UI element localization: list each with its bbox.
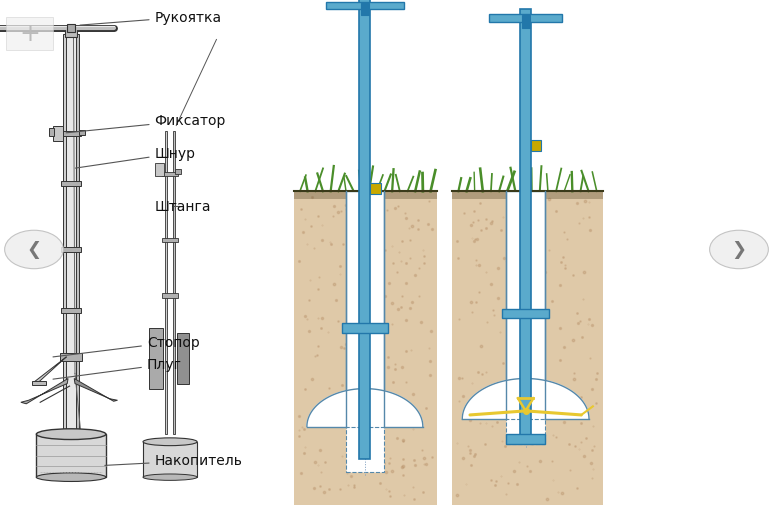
Bar [60, 353, 82, 361]
Bar [346, 427, 384, 472]
Ellipse shape [36, 429, 106, 440]
Bar [370, 183, 381, 194]
Bar [76, 35, 79, 437]
Text: Рукоятка: Рукоятка [80, 11, 222, 26]
Bar [520, 10, 531, 444]
Bar [452, 192, 603, 199]
Bar [6, 18, 53, 50]
Bar [155, 164, 164, 177]
Bar [452, 192, 603, 505]
Bar [294, 192, 437, 505]
Text: Фиксатор: Фиксатор [66, 114, 226, 133]
Bar [162, 238, 178, 242]
Bar [79, 130, 85, 135]
Bar [32, 381, 46, 385]
Text: Стопор: Стопор [53, 335, 199, 357]
Text: Накопитель: Накопитель [105, 453, 243, 468]
Bar [63, 35, 66, 437]
Polygon shape [21, 379, 68, 404]
Text: Штанга: Штанга [155, 200, 211, 214]
Bar [49, 129, 54, 136]
Polygon shape [307, 389, 423, 427]
Bar [61, 308, 81, 313]
Bar [506, 419, 545, 444]
Text: Плуг: Плуг [53, 358, 182, 379]
Bar [502, 309, 549, 318]
Text: ❮: ❮ [26, 241, 42, 259]
Bar [162, 294, 178, 298]
Circle shape [5, 231, 63, 269]
Bar [61, 131, 81, 136]
Bar [53, 126, 63, 141]
Polygon shape [74, 379, 117, 401]
Bar [61, 247, 81, 252]
Bar [65, 28, 77, 38]
Bar [165, 131, 167, 434]
Bar [36, 434, 106, 477]
Bar [143, 442, 197, 477]
Text: ❯: ❯ [731, 241, 747, 259]
Bar [67, 25, 75, 33]
Bar [61, 182, 81, 187]
Bar [342, 323, 388, 333]
Polygon shape [34, 357, 66, 382]
Bar [326, 3, 404, 10]
Polygon shape [462, 379, 589, 419]
Text: Шнур: Шнур [76, 147, 196, 169]
Bar [359, 0, 370, 460]
Bar [361, 4, 369, 16]
Ellipse shape [143, 438, 197, 446]
Bar [531, 140, 541, 152]
Bar [149, 328, 163, 389]
Bar [162, 173, 178, 177]
Text: +: + [19, 22, 40, 46]
Bar [294, 192, 437, 199]
Bar [506, 192, 545, 419]
Bar [173, 131, 175, 434]
Bar [506, 434, 545, 444]
Bar [177, 333, 189, 384]
Bar [66, 35, 76, 437]
Bar [489, 15, 563, 23]
Circle shape [710, 231, 768, 269]
Ellipse shape [143, 474, 197, 480]
Bar [522, 16, 530, 29]
Bar [346, 192, 384, 427]
Ellipse shape [36, 473, 106, 482]
Bar [175, 169, 181, 174]
